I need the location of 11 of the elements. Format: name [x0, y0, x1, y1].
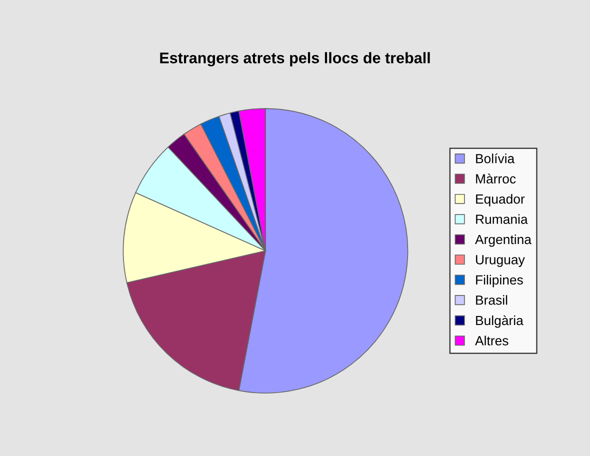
legend-label: Màrroc	[476, 174, 516, 184]
legend-label: Argentina	[475, 234, 532, 247]
legend-label: Bulgària	[476, 315, 524, 328]
chart-title: Estrangers atrets pels llocs de treball	[160, 52, 430, 66]
legend-label: Uruguay	[476, 255, 525, 267]
legend-label: Bolívia	[476, 153, 515, 164]
legend-label: Filipines	[476, 274, 523, 288]
legend-label: Altres	[475, 336, 508, 346]
legend-label: Brasil	[476, 295, 508, 305]
legend-label: Equador	[476, 194, 525, 206]
legend-label: Rumania	[476, 214, 528, 224]
